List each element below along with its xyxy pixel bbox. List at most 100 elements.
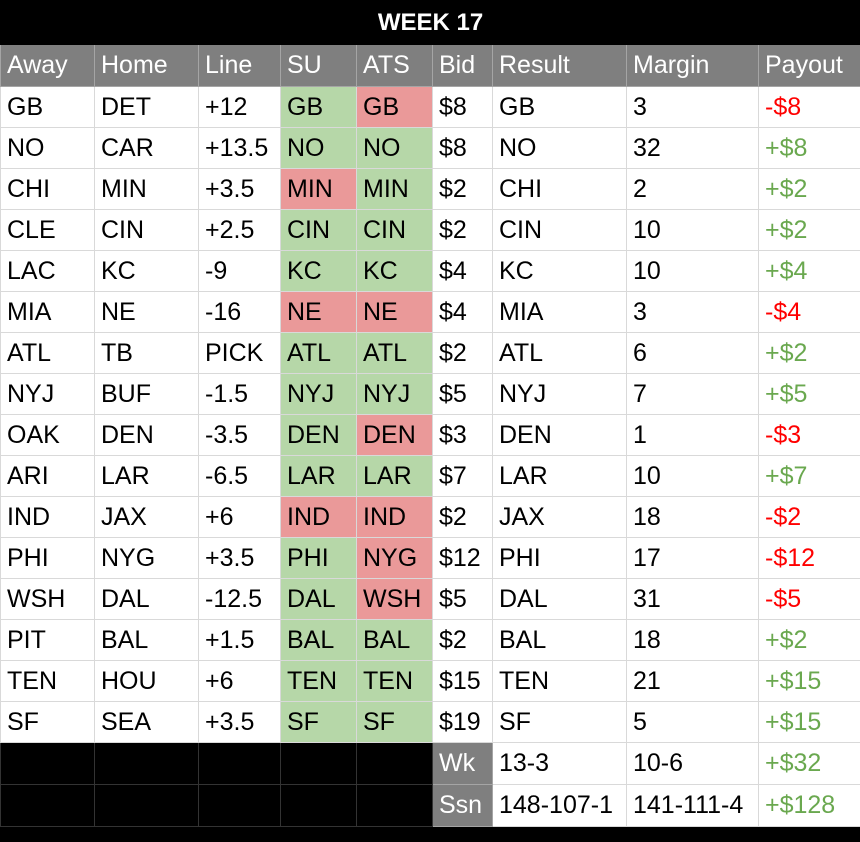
margin-cell: 7 xyxy=(626,373,759,415)
ats-cell: TEN xyxy=(356,660,433,702)
bid-cell: $4 xyxy=(432,291,493,333)
ats-cell: KC xyxy=(356,250,433,292)
line-cell: -6.5 xyxy=(198,455,281,497)
summary-ats-record: 141-111-4 xyxy=(626,784,759,827)
ats-cell: CIN xyxy=(356,209,433,251)
home-cell: BAL xyxy=(94,619,199,661)
blank-cell xyxy=(280,784,357,827)
table-row: OAK DEN -3.5 DEN DEN $3 DEN 1 -$3 xyxy=(0,414,860,456)
su-cell: DAL xyxy=(280,578,357,620)
summary-su-record: 148-107-1 xyxy=(492,784,627,827)
su-cell: SF xyxy=(280,701,357,743)
bid-cell: $2 xyxy=(432,619,493,661)
header-away: Away xyxy=(0,44,95,87)
summary-ats-record: 10-6 xyxy=(626,742,759,785)
blank-cell xyxy=(356,784,433,827)
away-cell: OAK xyxy=(0,414,95,456)
su-cell: MIN xyxy=(280,168,357,210)
blank-cell xyxy=(0,784,95,827)
ats-cell: NO xyxy=(356,127,433,169)
result-cell: NYJ xyxy=(492,373,627,415)
su-cell: NE xyxy=(280,291,357,333)
away-cell: LAC xyxy=(0,250,95,292)
payout-cell: +$15 xyxy=(757,660,860,702)
away-cell: TEN xyxy=(0,660,95,702)
result-cell: DEN xyxy=(492,414,627,456)
payout-cell: -$4 xyxy=(757,291,860,333)
bid-cell: $8 xyxy=(432,86,493,128)
table-row: GB DET +12 GB GB $8 GB 3 -$8 xyxy=(0,86,860,128)
result-cell: BAL xyxy=(492,619,627,661)
su-cell: BAL xyxy=(280,619,357,661)
payout-cell: +$4 xyxy=(757,250,860,292)
payout-cell: +$15 xyxy=(757,701,860,743)
table-row: NYJ BUF -1.5 NYJ NYJ $5 NYJ 7 +$5 xyxy=(0,373,860,415)
margin-cell: 5 xyxy=(626,701,759,743)
margin-cell: 10 xyxy=(626,250,759,292)
line-cell: -1.5 xyxy=(198,373,281,415)
margin-cell: 31 xyxy=(626,578,759,620)
table-row: CHI MIN +3.5 MIN MIN $2 CHI 2 +$2 xyxy=(0,168,860,210)
summary-label: Wk xyxy=(432,742,493,785)
table-row: TEN HOU +6 TEN TEN $15 TEN 21 +$15 xyxy=(0,660,860,702)
home-cell: CAR xyxy=(94,127,199,169)
away-cell: CLE xyxy=(0,209,95,251)
ats-cell: SF xyxy=(356,701,433,743)
payout-cell: +$7 xyxy=(757,455,860,497)
summary-row: Ssn 148-107-1 141-111-4 +$128 xyxy=(0,784,860,827)
payout-cell: -$2 xyxy=(757,496,860,538)
margin-cell: 2 xyxy=(626,168,759,210)
blank-cell xyxy=(356,742,433,785)
away-cell: MIA xyxy=(0,291,95,333)
payout-cell: -$8 xyxy=(757,86,860,128)
su-cell: DEN xyxy=(280,414,357,456)
result-cell: CIN xyxy=(492,209,627,251)
header-line: Line xyxy=(198,44,281,87)
away-cell: GB xyxy=(0,86,95,128)
line-cell: +3.5 xyxy=(198,168,281,210)
margin-cell: 17 xyxy=(626,537,759,579)
home-cell: LAR xyxy=(94,455,199,497)
result-cell: SF xyxy=(492,701,627,743)
header-result: Result xyxy=(492,44,627,87)
payout-cell: +$2 xyxy=(757,209,860,251)
margin-cell: 32 xyxy=(626,127,759,169)
summary-payout: +$32 xyxy=(757,742,860,785)
su-cell: ATL xyxy=(280,332,357,374)
table-row: MIA NE -16 NE NE $4 MIA 3 -$4 xyxy=(0,291,860,333)
bid-cell: $2 xyxy=(432,332,493,374)
result-cell: DAL xyxy=(492,578,627,620)
away-cell: WSH xyxy=(0,578,95,620)
line-cell: -9 xyxy=(198,250,281,292)
away-cell: IND xyxy=(0,496,95,538)
table-row: SF SEA +3.5 SF SF $19 SF 5 +$15 xyxy=(0,701,860,743)
blank-cell xyxy=(280,742,357,785)
result-cell: KC xyxy=(492,250,627,292)
margin-cell: 18 xyxy=(626,496,759,538)
line-cell: -3.5 xyxy=(198,414,281,456)
blank-cell xyxy=(198,784,281,827)
su-cell: PHI xyxy=(280,537,357,579)
table-row: LAC KC -9 KC KC $4 KC 10 +$4 xyxy=(0,250,860,292)
ats-cell: BAL xyxy=(356,619,433,661)
blank-cell xyxy=(198,742,281,785)
header-su: SU xyxy=(280,44,357,87)
margin-cell: 10 xyxy=(626,209,759,251)
header-row: Away Home Line SU ATS Bid Result Margin Payout xyxy=(0,44,860,87)
payout-cell: +$8 xyxy=(757,127,860,169)
home-cell: NE xyxy=(94,291,199,333)
ats-cell: NYG xyxy=(356,537,433,579)
bid-cell: $5 xyxy=(432,373,493,415)
payout-cell: +$2 xyxy=(757,619,860,661)
ats-cell: GB xyxy=(356,86,433,128)
line-cell: +3.5 xyxy=(198,701,281,743)
home-cell: DEN xyxy=(94,414,199,456)
ats-cell: NE xyxy=(356,291,433,333)
title-row: WEEK 17 xyxy=(0,0,860,45)
result-cell: TEN xyxy=(492,660,627,702)
bid-cell: $4 xyxy=(432,250,493,292)
bid-cell: $12 xyxy=(432,537,493,579)
table-row: ATL TB PICK ATL ATL $2 ATL 6 +$2 xyxy=(0,332,860,374)
su-cell: KC xyxy=(280,250,357,292)
